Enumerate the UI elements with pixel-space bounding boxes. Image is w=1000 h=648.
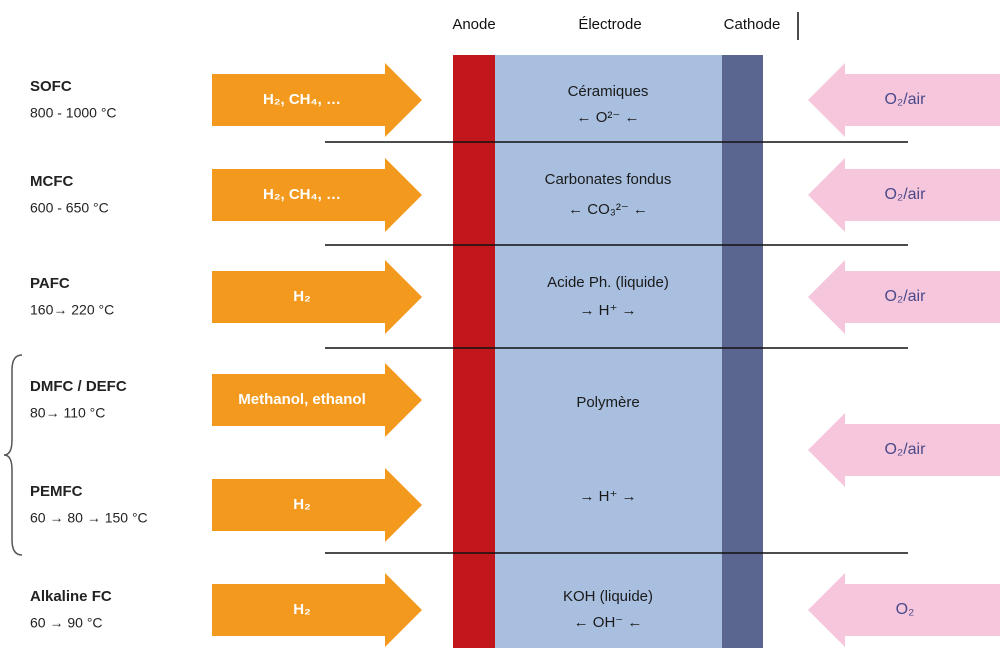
oxidant-label: O₂ [896,601,915,618]
fuel-label: H₂ [293,288,311,305]
oxidant-arrow [808,158,1000,232]
fuel-arrow [212,158,422,232]
fuel-arrow [212,468,422,542]
cell-temperature: 800 - 1000 °C [30,105,117,121]
electrolyte-ion: → H⁺ → [579,488,636,505]
oxidant-label: O₂/air [885,186,927,203]
fuel-arrow [212,260,422,334]
oxidant-arrow [808,63,1000,137]
cell-temperature: 60 → 90 °C [30,615,103,631]
oxidant-label: O₂/air [885,91,927,108]
cell-temperature: 80→ 110 °C [30,405,105,421]
fuel-arrow [212,63,422,137]
cathode-column [722,55,763,648]
cell-name: PAFC [30,275,70,292]
fuel-arrow [212,573,422,647]
oxidant-label: O₂/air [885,441,927,458]
electrolyte-material: Carbonates fondus [545,171,672,188]
cell-temperature: 600 - 650 °C [30,200,109,216]
electrolyte-material: KOH (liquide) [563,588,653,605]
fuel-label: Methanol, ethanol [238,391,366,408]
fuel-arrow [212,363,422,437]
oxidant-arrow [808,413,1000,487]
electrode-label: Électrode [578,16,641,33]
cell-name: Alkaline FC [30,588,112,605]
electrolyte-ion: ← O²⁻ ← [577,109,640,126]
electrolyte-material: Acide Ph. (liquide) [547,274,669,291]
anode-column [453,55,495,648]
brace [3,354,23,556]
fuel-label: H₂ [293,601,311,618]
electrolyte-ion: ← OH⁻ ← [574,614,643,631]
row-separators [325,141,908,554]
oxidant-arrow [808,573,1000,647]
oxidant-arrow [808,260,1000,334]
fuel-label: H₂ [293,496,311,513]
anode-label: Anode [452,16,495,33]
electrolyte-material: Polymère [576,394,639,411]
fuel-label: H₂, CH₄, … [263,186,341,203]
cell-temperature: 60 → 80 → 150 °C [30,510,148,526]
electrolyte-ion: ← CO₃²⁻ ← [568,201,648,218]
cell-name: SOFC [30,78,72,95]
electrolyte-material: Céramiques [568,83,649,100]
cell-name: PEMFC [30,483,83,500]
electrolyte-ion: → H⁺ → [579,302,636,319]
fuel-label: H₂, CH₄, … [263,91,341,108]
cell-name: MCFC [30,173,73,190]
cathode-label: Cathode [724,16,781,33]
oxidant-label: O₂/air [885,288,927,305]
cell-temperature: 160→ 220 °C [30,302,114,318]
electrolyte-column [495,55,722,648]
cell-name: DMFC / DEFC [30,378,127,395]
